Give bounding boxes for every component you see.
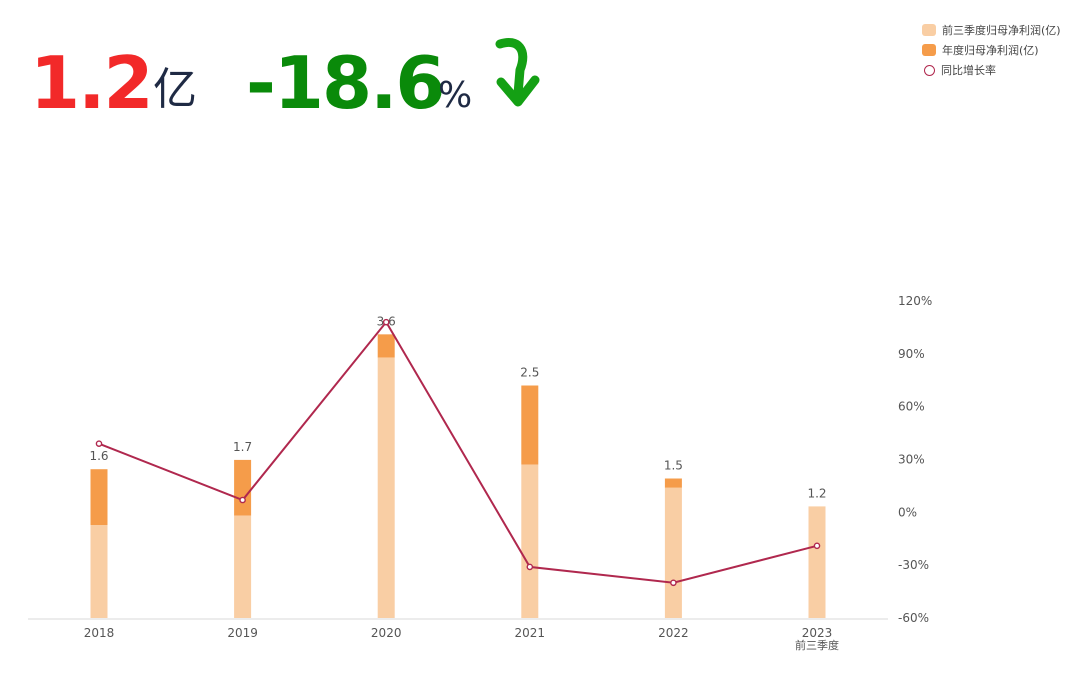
legend-label-growth: 同比增长率	[941, 64, 996, 77]
x-tick-label: 2023	[802, 626, 833, 640]
bar-value-label: 1.2	[807, 486, 826, 500]
growth-rate-point	[813, 542, 821, 550]
growth-rate-point	[95, 440, 103, 447]
bar-value-label: 1.6	[89, 449, 108, 463]
bar-annual-profit	[377, 334, 395, 358]
bar-annual-profit	[90, 469, 108, 525]
growth-rate-point	[382, 318, 390, 326]
profit-unit: 亿	[153, 64, 197, 115]
bar-q3-profit	[808, 506, 826, 618]
y-right-tick-label: 60%	[898, 400, 925, 414]
legend-item-q3-profit[interactable]: 前三季度归母净利润(亿)	[922, 20, 1077, 40]
bar-q3-profit	[90, 525, 108, 618]
bar-annual-profit	[664, 478, 682, 488]
chart-legend: 前三季度归母净利润(亿) 年度归母净利润(亿) 同比增长率	[922, 20, 1077, 80]
bar-annual-profit	[234, 459, 252, 516]
y-right-tick-label: -60%	[898, 611, 929, 625]
y-right-tick-label: 120%	[898, 294, 932, 308]
y-right-tick-label: 90%	[898, 347, 925, 361]
arrow-down-icon	[495, 38, 540, 107]
bar-value-label: 1.7	[233, 440, 252, 454]
y-right-tick-label: 0%	[898, 505, 917, 519]
bar-q3-profit	[234, 515, 252, 618]
growth-rate-point	[670, 579, 677, 587]
legend-item-annual-profit[interactable]: 年度归母净利润(亿)	[922, 40, 1077, 60]
growth-rate-point	[239, 496, 246, 504]
legend-marker-growth	[924, 64, 935, 76]
legend-swatch-q3	[922, 24, 936, 36]
bar-annual-profit	[521, 385, 539, 465]
x-tick-label: 2019	[227, 626, 258, 640]
x-tick-label: 2021	[515, 626, 546, 640]
bar-value-label: 2.5	[520, 366, 539, 380]
growth-rate-point	[526, 563, 534, 571]
x-tick-sublabel: 前三季度	[795, 638, 839, 652]
growth-rate-line	[98, 320, 818, 584]
x-tick-label: 2022	[658, 626, 689, 640]
growth-unit: %	[438, 75, 473, 116]
bar-q3-profit	[521, 464, 539, 618]
legend-item-growth-rate[interactable]: 同比增长率	[922, 60, 1077, 80]
y-right-tick-label: 30%	[898, 453, 925, 467]
legend-label-q3: 前三季度归母净利润(亿)	[942, 24, 1061, 37]
growth-value: -18.6	[246, 41, 446, 125]
legend-label-annual: 年度归母净利润(亿)	[942, 44, 1039, 57]
bar-q3-profit	[664, 487, 682, 618]
headline-summary: 1.2 亿 -18.6 %	[0, 0, 620, 140]
x-tick-label: 2020	[371, 626, 402, 640]
y-right-tick-label: -30%	[898, 558, 929, 572]
bar-value-label: 1.5	[664, 459, 683, 473]
profit-value: 1.2	[30, 41, 154, 125]
legend-swatch-annual	[922, 44, 936, 56]
bar-q3-profit	[377, 357, 395, 618]
x-tick-label: 2018	[84, 626, 115, 640]
